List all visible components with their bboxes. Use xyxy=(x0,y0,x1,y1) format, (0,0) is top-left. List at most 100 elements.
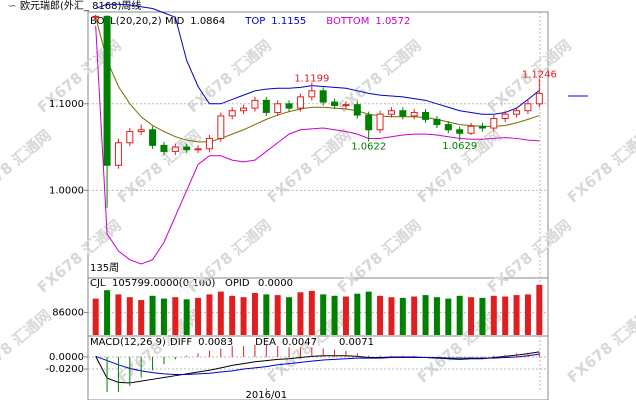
volume-bar xyxy=(399,297,406,335)
candle-body xyxy=(217,115,225,139)
candle-body xyxy=(535,92,543,105)
candle-body xyxy=(331,101,339,107)
candle-body xyxy=(422,111,430,120)
candle-body xyxy=(501,113,509,120)
extreme-label: 1.0629 xyxy=(442,141,477,152)
candle-body xyxy=(183,146,191,151)
candle-body xyxy=(376,113,384,131)
x-tick-label: 2016/01 xyxy=(246,390,288,400)
legend-name: MID xyxy=(165,16,185,27)
volume-bar xyxy=(274,295,281,335)
volume-bar xyxy=(354,293,361,335)
chart-title: 欧元瑞郎(外汇_ 8168)周线 xyxy=(20,0,141,12)
candle-body xyxy=(433,118,441,126)
volume-bar xyxy=(263,294,270,335)
candle-body xyxy=(92,15,100,18)
period-label: 135周 xyxy=(90,262,119,274)
volume-bar xyxy=(126,297,133,335)
legend-value: 1.0864 xyxy=(190,16,225,27)
candle-body xyxy=(251,99,259,109)
candle-body xyxy=(490,118,498,129)
candle-body xyxy=(149,129,157,146)
candle-body xyxy=(160,144,168,152)
watermark: FX678 汇通网 xyxy=(0,126,55,206)
candle-body xyxy=(365,114,373,131)
legend-value: 0.0047 xyxy=(282,337,317,348)
candle-body xyxy=(137,129,145,133)
candle-body xyxy=(262,99,270,113)
volume-bar xyxy=(149,295,156,335)
legend-value: 0.0083 xyxy=(198,337,233,348)
volume-bar xyxy=(297,292,304,335)
extreme-label: 1.1199 xyxy=(294,74,329,85)
series-line xyxy=(95,351,540,384)
extreme-label: 1.0622 xyxy=(351,142,386,153)
series-line xyxy=(95,17,540,143)
series-line xyxy=(95,3,540,115)
y-tick-label: 1.0000 xyxy=(49,185,84,196)
opid-label: OPID xyxy=(225,278,250,289)
candle-body xyxy=(399,110,407,117)
watermark: FX678 汇通网 xyxy=(564,306,636,386)
volume-bar xyxy=(445,298,452,335)
legend-name: TOP xyxy=(244,16,265,27)
y-tick-label: 1.1000 xyxy=(49,99,84,110)
series-line xyxy=(95,353,540,375)
volume-bar xyxy=(331,295,338,335)
volume-bar xyxy=(320,294,327,335)
volume-bar xyxy=(104,290,111,335)
volume-bar xyxy=(183,299,190,335)
legend-name: DEA xyxy=(255,337,276,348)
volume-bar xyxy=(308,290,315,335)
volume-bar xyxy=(195,297,202,335)
candle-body xyxy=(171,146,179,152)
volume-bar xyxy=(411,296,418,335)
volume-bar xyxy=(251,293,258,335)
volume-bar xyxy=(456,295,463,335)
y-tick-label: 86000 xyxy=(52,308,84,319)
legend-value: 0.0071 xyxy=(339,337,374,348)
volume-bar xyxy=(536,284,543,335)
plot-frame xyxy=(87,11,549,400)
legend-value: 1.0572 xyxy=(375,16,410,27)
volume-label: CJL xyxy=(90,278,106,289)
candle-body xyxy=(444,124,452,131)
candle-body xyxy=(410,111,418,117)
extreme-label: 1.1246 xyxy=(522,69,557,80)
candle-body xyxy=(456,129,464,134)
candle-body xyxy=(387,110,395,115)
legend-name: DIFF xyxy=(170,337,192,348)
candle-body xyxy=(274,103,282,113)
candle-body xyxy=(308,90,316,98)
candle-body xyxy=(205,137,213,150)
volume-bar xyxy=(468,297,475,335)
candle-body xyxy=(296,96,304,109)
volume-bar xyxy=(240,297,247,335)
candle-body xyxy=(228,110,236,117)
volume-bar xyxy=(172,297,179,335)
volume-bar xyxy=(422,295,429,335)
volume-bar xyxy=(365,291,372,335)
volume-bar xyxy=(286,297,293,335)
volume-bar xyxy=(513,295,520,335)
opid-value: 0.0000 xyxy=(258,278,293,289)
volume-bar xyxy=(479,297,486,335)
volume-bar xyxy=(490,295,497,335)
volume-bar xyxy=(160,298,167,335)
volume-bar xyxy=(92,298,99,335)
legend-name: BOTTOM xyxy=(326,16,369,27)
volume-bar xyxy=(115,294,122,335)
volume-bar xyxy=(502,296,509,335)
icon: ∽ xyxy=(8,1,16,12)
volume-bar xyxy=(138,300,145,335)
volume-value: 105799.0000(0:100) xyxy=(112,278,216,289)
candle-body xyxy=(513,110,521,115)
volume-bar xyxy=(524,294,531,335)
candle-body xyxy=(194,148,202,151)
series-line xyxy=(95,25,540,265)
candle-body xyxy=(114,142,122,166)
candle-body xyxy=(240,107,248,112)
volume-bar xyxy=(206,294,213,335)
volume-bar xyxy=(229,295,236,335)
